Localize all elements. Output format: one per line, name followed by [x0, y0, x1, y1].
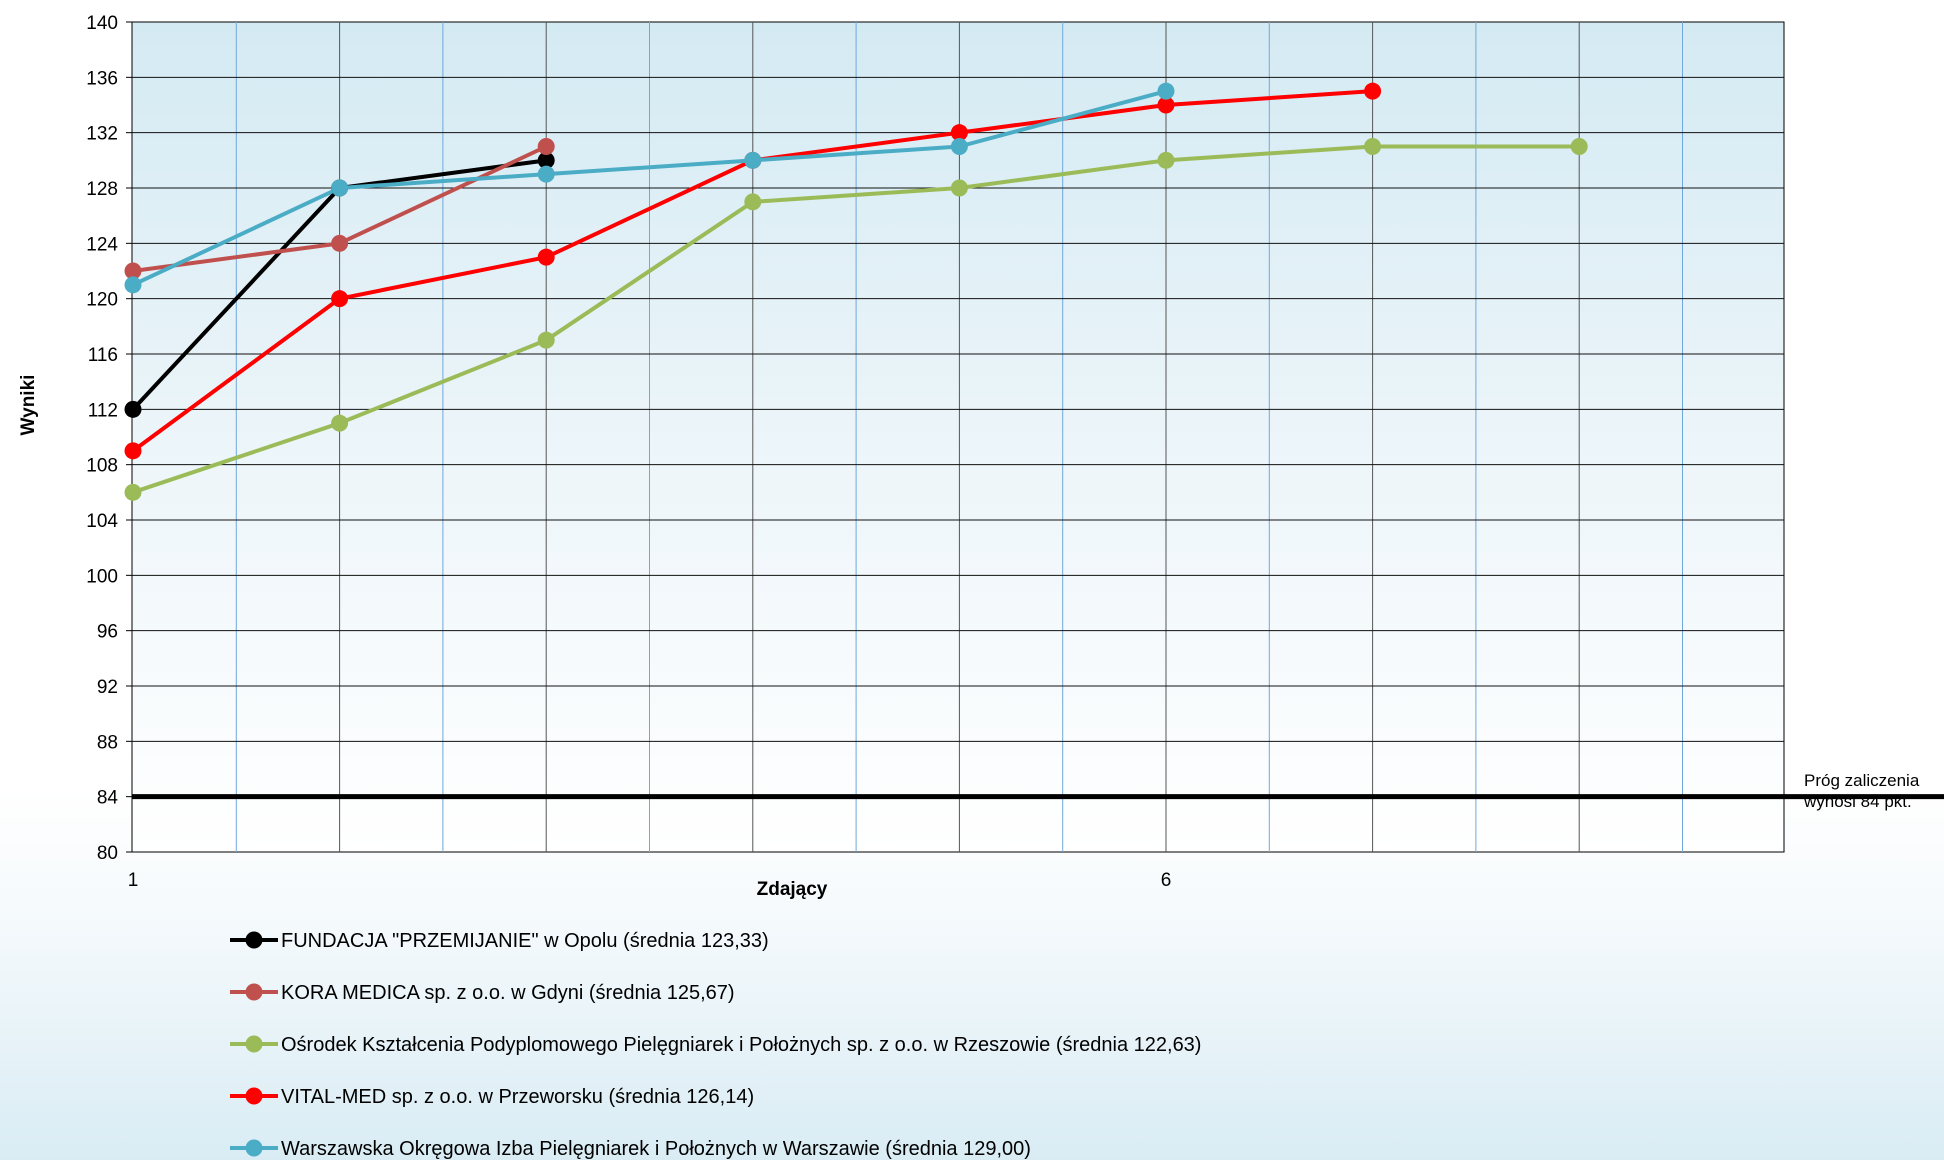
series-layer [124, 82, 1588, 501]
data-point [124, 483, 142, 501]
data-point [744, 151, 762, 169]
y-tick-label: 132 [86, 124, 118, 145]
series-line [132, 144, 1580, 495]
legend: FUNDACJA "PRZEMIJANIE" w Opolu (średnia … [230, 930, 1201, 1160]
y-tick-label: 124 [86, 234, 118, 255]
y-tick-label: 116 [88, 345, 118, 366]
legend-label: Ośrodek Kształcenia Podyplomowego Pielęg… [281, 1034, 1201, 1056]
data-point [331, 290, 349, 308]
data-point [537, 248, 555, 266]
y-tick-label: 100 [86, 566, 118, 587]
data-point [537, 151, 555, 169]
legend-item: VITAL-MED sp. z o.o. w Przeworsku (średn… [230, 1086, 754, 1108]
data-point [744, 193, 762, 211]
data-point [124, 400, 142, 418]
legend-item: FUNDACJA "PRZEMIJANIE" w Opolu (średnia … [230, 930, 769, 952]
data-point [1364, 138, 1382, 155]
legend-item: Ośrodek Kształcenia Podyplomowego Pielęg… [230, 1034, 1201, 1056]
y-tick-label: 140 [86, 13, 118, 34]
legend-swatch-marker [245, 1035, 263, 1053]
legend-swatch-marker [245, 1087, 263, 1105]
data-point [124, 262, 142, 280]
legend-swatch-marker [245, 983, 263, 1001]
legend-swatch-marker [245, 931, 263, 949]
y-tick-label: 84 [97, 788, 119, 809]
data-point [1157, 82, 1175, 100]
threshold-label: wynosi 84 pkt. [1803, 792, 1912, 811]
legend-swatch-marker [245, 1139, 263, 1157]
y-tick-label: 112 [88, 400, 118, 421]
data-point [331, 414, 349, 432]
series-line [132, 89, 1167, 287]
y-axis-tick-labels: 80 84 88 92 96 100 104 108 112 116 120 124 128 132 136… [86, 13, 132, 864]
data-point [1364, 82, 1382, 100]
data-point [950, 179, 968, 197]
data-point [537, 165, 555, 183]
series-5 [124, 82, 1175, 294]
data-point [1570, 138, 1588, 155]
data-point [331, 234, 349, 252]
legend-label: Warszawska Okręgowa Izba Pielęgniarek i … [281, 1138, 1031, 1160]
threshold-group: Próg zaliczenia wynosi 84 pkt. [132, 771, 1944, 811]
data-point [537, 331, 555, 349]
data-point [124, 276, 142, 294]
legend-item: Warszawska Okręgowa Izba Pielęgniarek i … [230, 1138, 1031, 1160]
y-tick-label: 96 [97, 622, 118, 643]
y-tick-label: 120 [86, 290, 118, 311]
y-tick-label: 88 [97, 732, 118, 753]
legend-item: KORA MEDICA sp. z o.o. w Gdyni (średnia … [230, 982, 735, 1004]
y-tick-label: 92 [97, 677, 118, 698]
y-tick-label: 104 [86, 511, 118, 532]
y-tick-label: 128 [86, 179, 118, 200]
y-axis-title: Wyniki [18, 375, 39, 436]
legend-label: VITAL-MED sp. z o.o. w Przeworsku (średn… [281, 1086, 754, 1108]
y-tick-label: 108 [86, 456, 118, 477]
data-point [537, 138, 555, 155]
data-point [950, 124, 968, 142]
y-tick-label: 136 [86, 68, 118, 89]
x-axis-title: Zdający [757, 879, 828, 900]
data-point [950, 138, 968, 155]
y-tick-label: 80 [97, 843, 118, 864]
threshold-label: Próg zaliczenia [1804, 771, 1920, 790]
data-point [124, 442, 142, 460]
data-point [1157, 96, 1175, 114]
plot-area [131, 21, 1785, 853]
x-tick-label: 6 [1161, 870, 1172, 891]
data-point [1157, 151, 1175, 169]
x-tick-label: 1 [128, 870, 139, 891]
data-point [331, 179, 349, 197]
series-3 [124, 138, 1588, 501]
legend-label: KORA MEDICA sp. z o.o. w Gdyni (średnia … [281, 982, 735, 1004]
legend-label: FUNDACJA "PRZEMIJANIE" w Opolu (średnia … [281, 930, 769, 952]
